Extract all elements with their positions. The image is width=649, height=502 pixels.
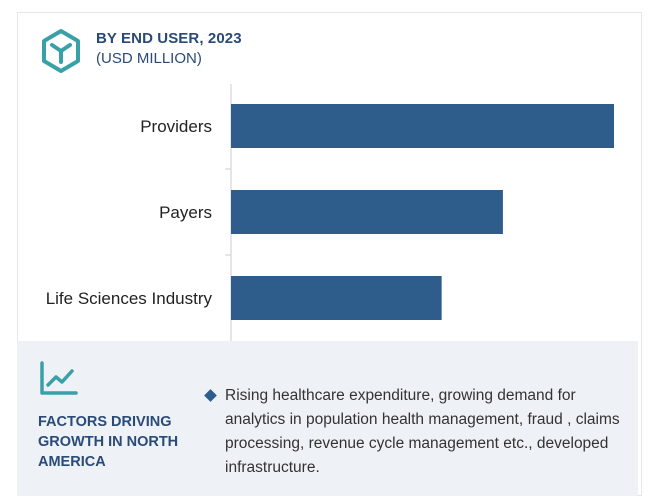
factors-text: Rising healthcare expenditure, growing d…	[225, 387, 620, 476]
category-label: Providers	[140, 117, 212, 136]
bar-providers	[231, 104, 614, 148]
chart-title: BY END USER, 2023	[96, 30, 242, 47]
trend-line-icon	[40, 361, 78, 395]
category-label: Payers	[159, 203, 212, 222]
factors-panel	[17, 341, 638, 496]
factors-title: FACTORS DRIVING GROWTH IN NORTH AMERICA	[38, 414, 179, 470]
bar-chart: Providers Payers Life Sciences Industry	[46, 84, 614, 341]
category-label: Life Sciences Industry	[46, 289, 213, 308]
bar-life-sciences-industry	[231, 276, 442, 320]
chart-subtitle: (USD MILLION)	[96, 50, 202, 67]
bar-payers	[231, 190, 503, 234]
cube-icon	[42, 29, 80, 73]
